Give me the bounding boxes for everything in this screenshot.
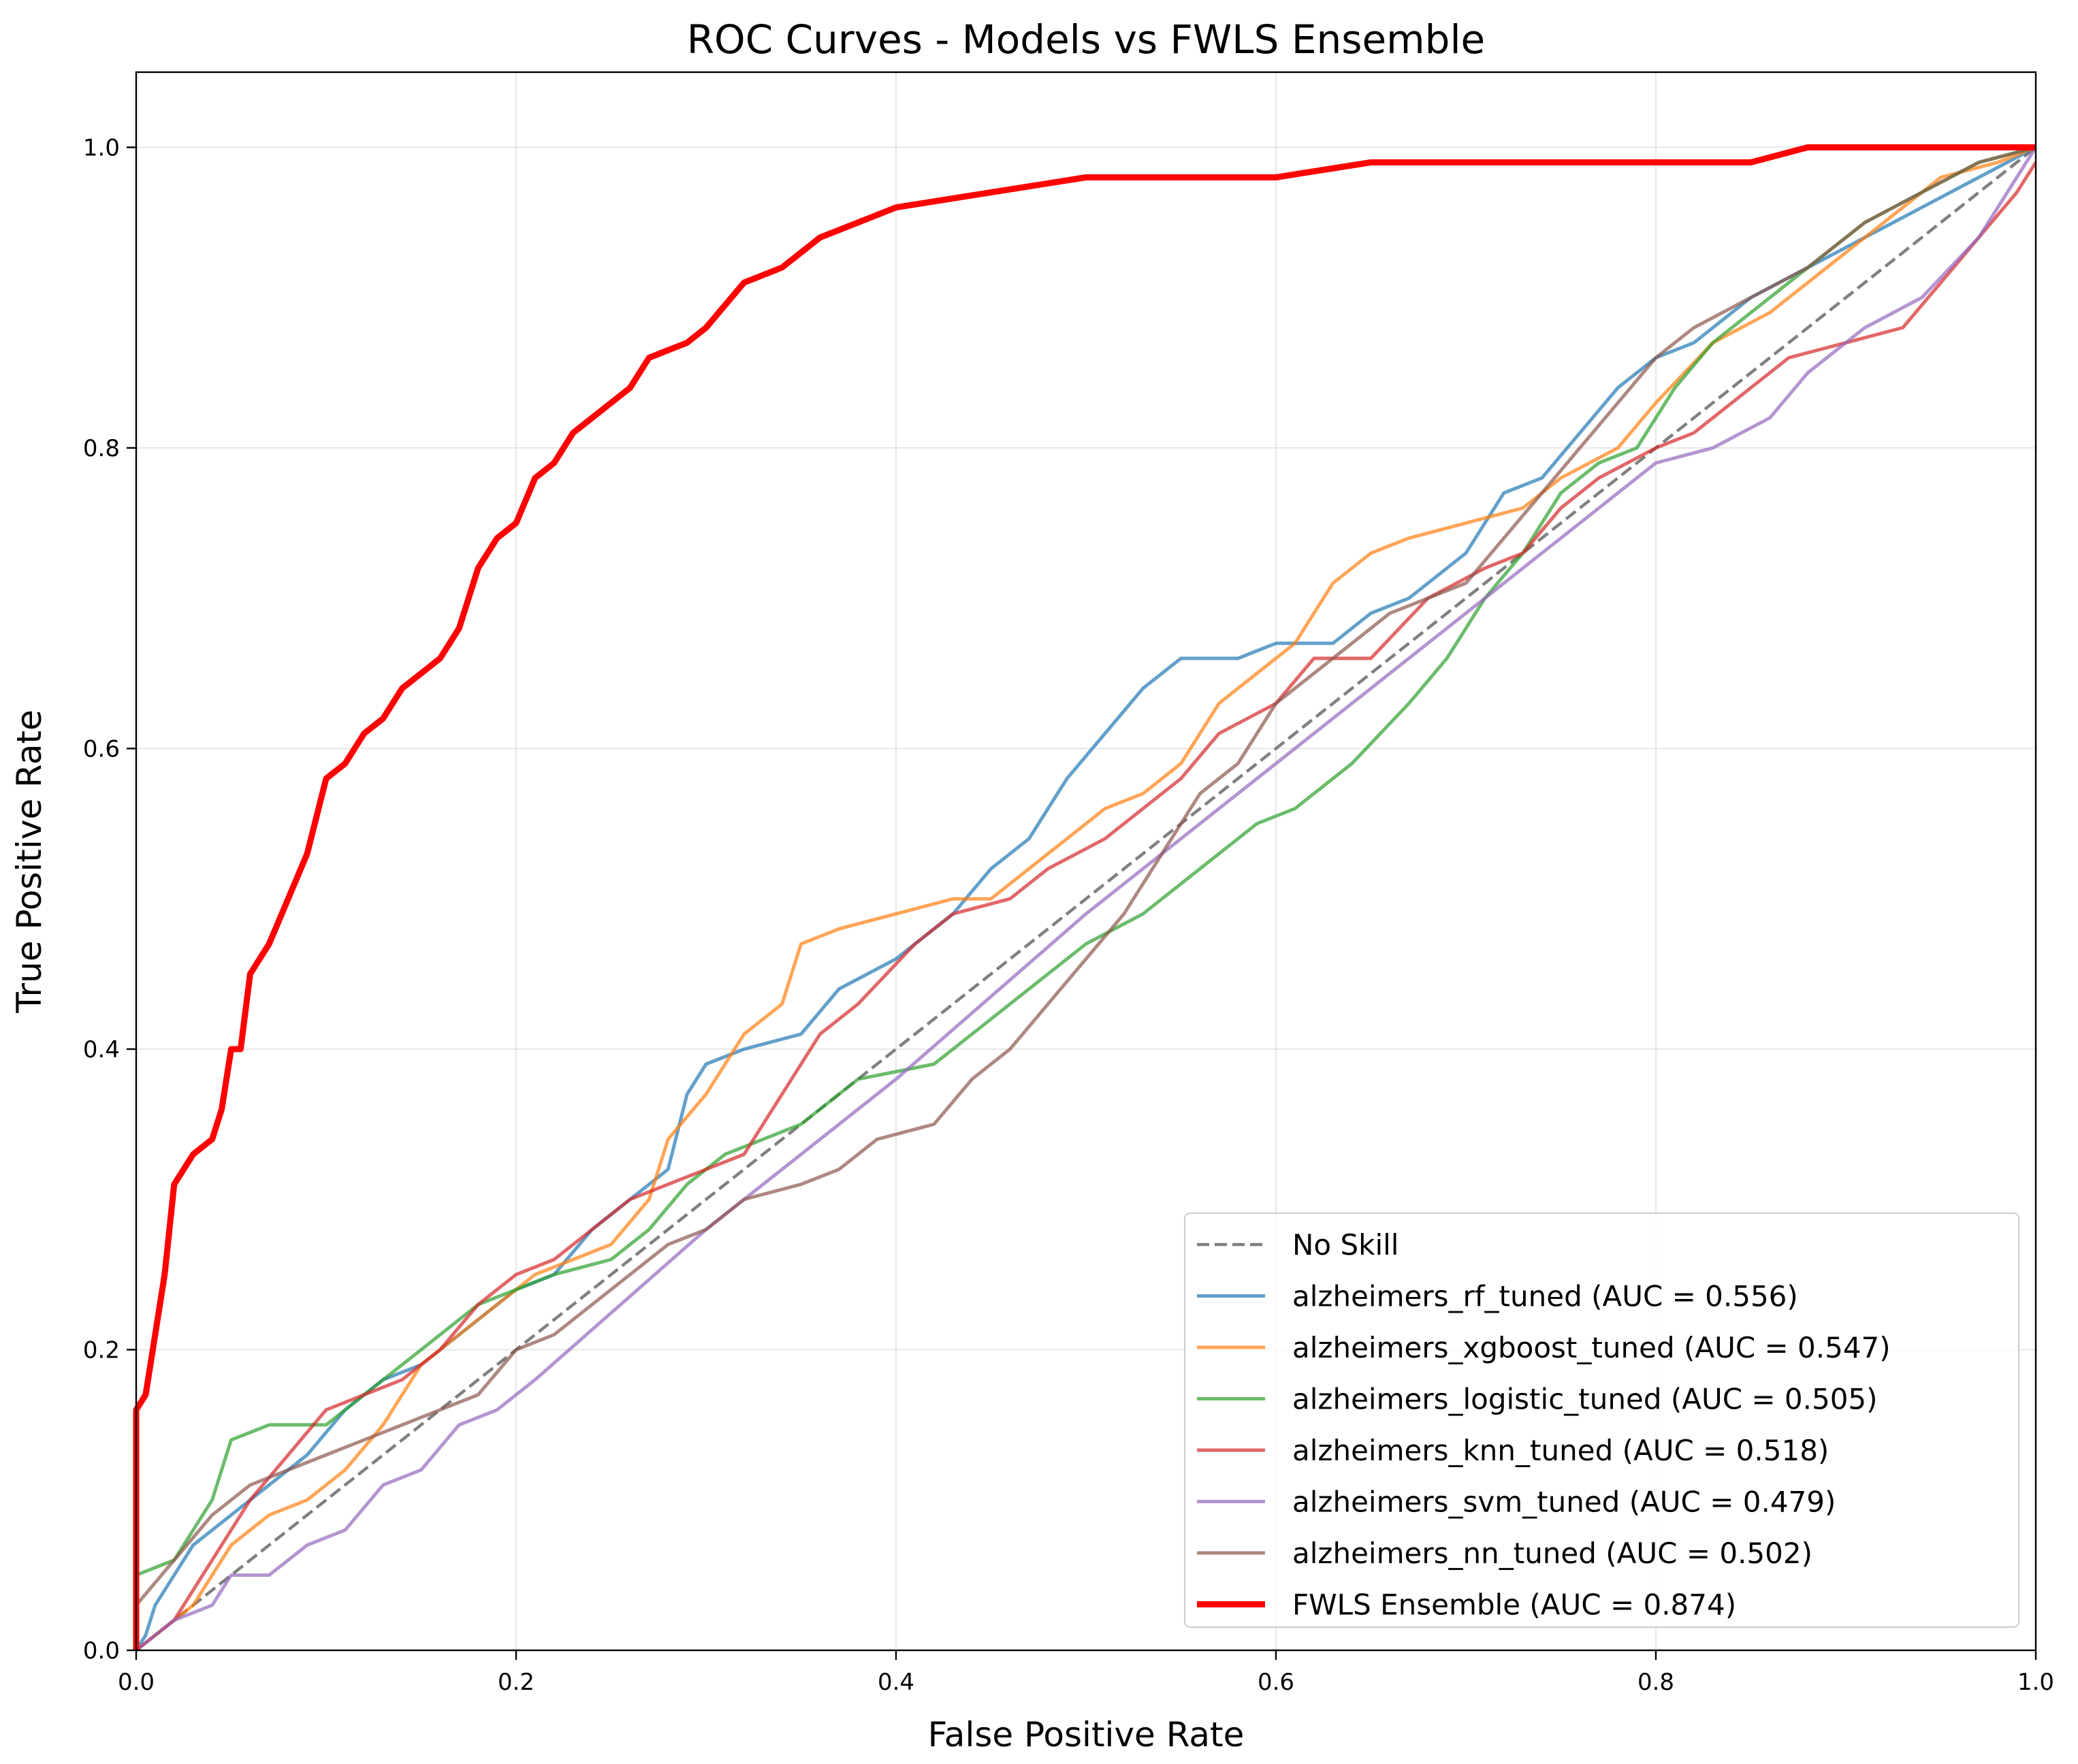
roc-curve-alzheimers-svm-tuned — [135, 146, 2038, 1652]
y-tick-label: 0.8 — [83, 435, 120, 462]
x-tick-label: 1.0 — [2017, 1669, 2054, 1696]
legend-box — [1184, 1213, 2019, 1628]
grid-lines — [135, 72, 2036, 1651]
y-tick-label: 0.6 — [83, 735, 120, 763]
legend-label: No Skill — [1292, 1228, 1398, 1262]
axis-ticks: 0.0 0.2 0.4 0.6 0.8 1.0 0.0 0.2 0.4 0.6 0.8 1.0 — [83, 134, 2054, 1696]
roc-curve-alzheimers-logistic-tuned — [135, 145, 2036, 1577]
chart-title: ROC Curves - Models vs FWLS Ensemble — [687, 16, 1486, 63]
legend-label: alzheimers_svm_tuned (AUC = 0.479) — [1292, 1486, 1836, 1519]
y-tick-label: 0.4 — [83, 1036, 120, 1063]
axes-frame — [135, 71, 2037, 1652]
y-tick-label: 1.0 — [83, 134, 120, 161]
x-tick-label: 0.4 — [878, 1669, 914, 1696]
y-tick-label: 0.0 — [83, 1637, 120, 1665]
legend-label: alzheimers_xgboost_tuned (AUC = 0.547) — [1292, 1331, 1891, 1364]
legend-label: alzheimers_logistic_tuned (AUC = 0.505) — [1292, 1383, 1878, 1416]
legend: No Skill alzheimers_rf_tuned (AUC = 0.556… — [1184, 1213, 2019, 1628]
legend-label: FWLS Ensemble (AUC = 0.874) — [1292, 1588, 1736, 1622]
x-tick-label: 0.2 — [498, 1669, 534, 1696]
x-tick-label: 0.8 — [1637, 1669, 1674, 1696]
roc-curve-alzheimers-xgboost-tuned — [135, 146, 2036, 1652]
roc-curves — [133, 144, 2038, 1652]
y-axis-label: True Positive Rate — [10, 709, 49, 1013]
roc-curve-fwls-ensemble — [133, 144, 2036, 1650]
x-axis-label: False Positive Rate — [928, 1715, 1245, 1754]
roc-curve-alzheimers-nn-tuned — [135, 145, 2036, 1607]
y-tick-label: 0.2 — [83, 1336, 120, 1364]
x-tick-label: 0.0 — [118, 1669, 155, 1696]
roc-curve-no-skill — [135, 146, 2037, 1652]
legend-label: alzheimers_nn_tuned (AUC = 0.502) — [1292, 1537, 1812, 1570]
legend-label: alzheimers_knn_tuned (AUC = 0.518) — [1292, 1434, 1829, 1467]
x-tick-label: 0.6 — [1258, 1669, 1294, 1696]
legend-label: alzheimers_rf_tuned (AUC = 0.556) — [1292, 1280, 1798, 1313]
roc-curve-alzheimers-knn-tuned — [135, 161, 2038, 1652]
